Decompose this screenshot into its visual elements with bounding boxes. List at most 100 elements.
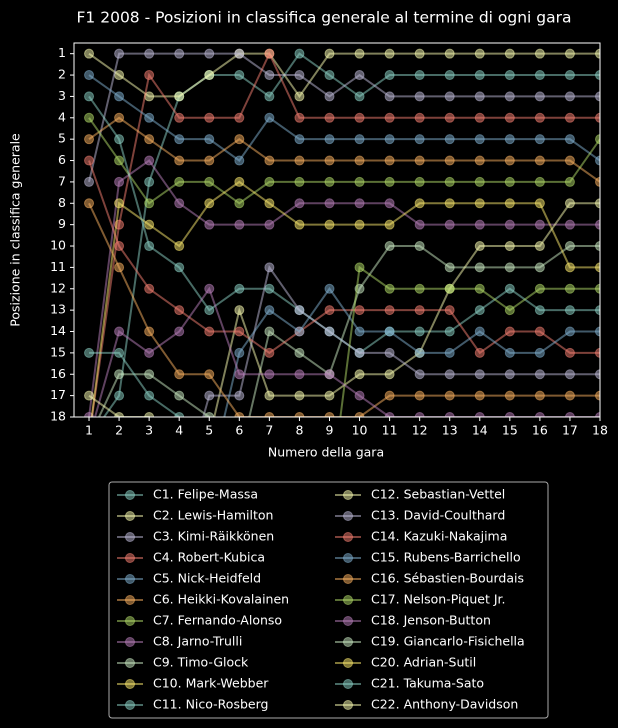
point [564,176,575,187]
point [474,219,485,230]
point [534,176,545,187]
point [384,305,395,316]
point [504,262,515,273]
point [174,241,185,252]
point [204,305,215,316]
point [474,412,485,417]
point [384,283,395,294]
point [534,91,545,102]
legend-label: C5. Nick-Heidfeld [153,571,261,586]
series-line [223,287,600,417]
point [114,176,125,187]
x-tick-label: 13 [442,423,458,438]
point [414,390,425,401]
point [384,155,395,166]
series-line [89,351,181,417]
point [324,176,335,187]
series-line [88,159,600,417]
x-tick-label: 16 [532,423,548,438]
point [474,91,485,102]
point [294,176,305,187]
point [174,155,185,166]
point [354,347,365,358]
point [384,198,395,209]
legend-swatch-marker [343,511,353,521]
point [534,347,545,358]
point [534,412,545,417]
point [384,48,395,59]
point [595,48,600,59]
point [384,369,395,380]
x-tick-label: 12 [412,423,428,438]
x-tick-label: 7 [265,423,273,438]
point [564,134,575,145]
point [264,412,275,417]
point [114,70,125,81]
point [414,347,425,358]
point [234,70,245,81]
legend-label: C22. Anthony-Davidson [371,697,518,712]
point [144,48,155,59]
legend-swatch-marker [343,658,353,668]
point [354,198,365,209]
point [294,70,305,81]
point [294,305,305,316]
x-tick-label: 17 [562,423,578,438]
legend-label: C18. Jenson-Button [371,613,491,628]
point [84,198,95,209]
point [84,91,95,102]
point [264,283,275,294]
point [534,241,545,252]
chart-title: F1 2008 - Posizioni in classifica genera… [77,9,572,27]
point [384,112,395,123]
point [354,219,365,230]
point [264,91,275,102]
point [534,369,545,380]
point [564,262,575,273]
point [534,390,545,401]
point [264,369,275,380]
point [324,390,335,401]
point [354,412,365,417]
point [384,241,395,252]
point [114,369,125,380]
point [234,48,245,59]
point [174,48,185,59]
legend-label: C14. Kazuki-Nakajima [371,529,507,544]
point [294,219,305,230]
point [504,155,515,166]
point [564,198,575,209]
point [504,347,515,358]
point [595,326,600,337]
point [504,241,515,252]
legend-label: C8. Jarno-Trulli [153,634,242,649]
legend-swatch-marker [343,595,353,605]
y-tick-label: 8 [58,195,66,210]
point [324,412,335,417]
legend-label: C12. Sebastian-Vettel [371,487,505,502]
point [144,198,155,209]
point [174,112,185,123]
point [144,219,155,230]
point [174,91,185,102]
point [114,48,125,59]
legend-label: C2. Lewis-Hamilton [153,508,273,523]
legend-swatch-marker [125,595,135,605]
point [354,262,365,273]
point [354,390,365,401]
point [474,283,485,294]
x-tick-label: 4 [175,423,183,438]
point [534,283,545,294]
legend-swatch-marker [125,532,135,542]
point [444,176,455,187]
point [414,305,425,316]
point [595,347,600,358]
point [564,369,575,380]
point [84,48,95,59]
legend [108,481,549,719]
point [534,70,545,81]
point [294,369,305,380]
point [204,283,215,294]
point [324,326,335,337]
legend-label: C6. Heikki-Kovalainen [153,592,289,607]
